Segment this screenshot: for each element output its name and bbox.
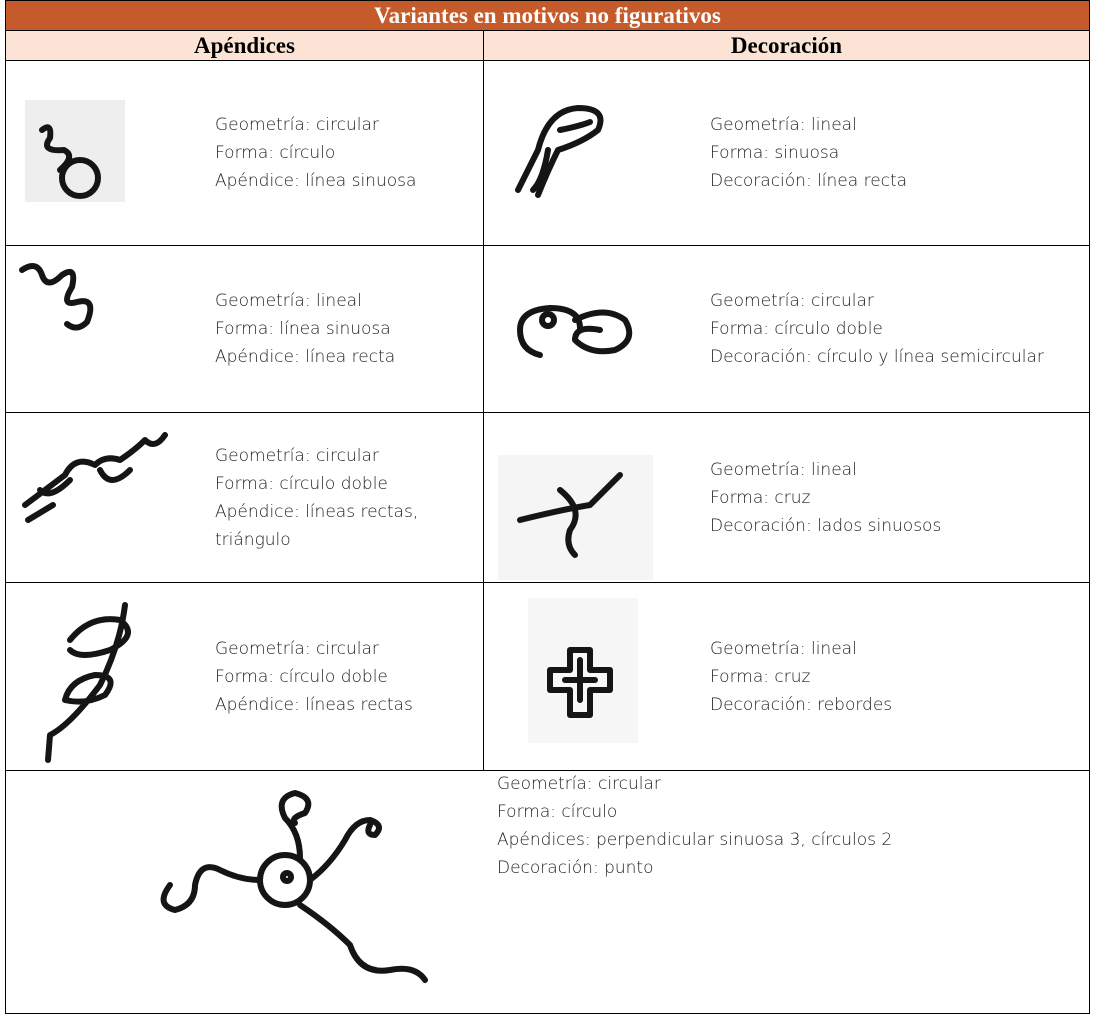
cell-text-block: Geometría: circular Forma: círculo doble D…: [710, 245, 1055, 413]
image-bg: [25, 100, 125, 202]
cell-text: Geometría: circular: [215, 638, 379, 659]
cell-text: Forma: círculo doble: [710, 319, 883, 339]
cell-text-block: Geometría: lineal Forma: cruz Decoración: …: [710, 412, 1055, 583]
cell-text: Decoración: rebordes: [710, 694, 893, 715]
motif: [160, 790, 428, 983]
cell-text: Geometría: circular: [497, 774, 661, 794]
cell-text: Apéndice: línea recta: [215, 347, 396, 367]
cell-text: Forma: línea sinuosa: [215, 319, 391, 339]
cell-text: Decoración: círculo y línea semicircular: [710, 347, 1044, 367]
cell-text-block: Geometría: circular Forma: círculo doble A…: [215, 582, 477, 771]
cell-text: Apéndice: líneas rectas, triángulo: [215, 501, 419, 550]
cell-text-block: Geometría: circular Forma: círculo Apéndic…: [497, 770, 1057, 882]
motif: [45, 602, 131, 763]
cell-text-block: Geometría: circular Forma: círculo doble A…: [215, 412, 477, 583]
motif: [517, 472, 623, 558]
motif: [280, 870, 294, 884]
table-title: Variantes en motivos no figurativos: [5, 0, 1090, 31]
cell-text: Geometría: lineal: [710, 459, 857, 480]
motif: [59, 157, 101, 199]
cell-text-block: Geometría: circular Forma: círculo Apéndic…: [215, 60, 477, 246]
cell-text: Geometría: lineal: [710, 638, 857, 659]
cell-text: Forma: círculo doble: [215, 473, 388, 494]
cell-text: Decoración: línea recta: [710, 171, 908, 191]
cell-text: Forma: círculo: [215, 143, 336, 163]
cell-text: Apéndices: perpendicular sinuosa 3, círc…: [497, 830, 893, 850]
cell-text: Forma: sinuosa: [710, 143, 840, 163]
cell-text: Forma: cruz: [710, 666, 811, 687]
cell-text-block: Geometría: lineal Forma: cruz Decoración: …: [710, 582, 1055, 771]
cell-text: Geometría: circular: [215, 115, 379, 135]
cell-text: Apéndice: líneas rectas: [215, 694, 413, 715]
cell-text: Geometría: circular: [215, 445, 379, 466]
cell-text: Apéndice: línea sinuosa: [215, 171, 417, 191]
motif: [39, 124, 73, 173]
cell-text: Geometría: lineal: [215, 291, 362, 311]
column-header: Decoración: [483, 30, 1090, 61]
motif: [19, 263, 94, 331]
cell-text-block: Geometría: lineal Forma: línea sinuosa Apé…: [215, 245, 477, 413]
motif: [547, 647, 613, 718]
cell-text: Forma: cruz: [710, 487, 811, 508]
motif: [22, 432, 168, 523]
cell-text: Forma: círculo doble: [215, 666, 388, 687]
cell-text-block: Geometría: lineal Forma: sinuosa Decoració…: [710, 60, 1055, 246]
cell-text: Forma: círculo: [497, 802, 618, 822]
cell-text: Geometría: lineal: [710, 115, 857, 135]
cell-text: Geometría: circular: [710, 291, 874, 311]
motif: [517, 305, 633, 358]
cell-text: Decoración: punto: [497, 858, 654, 878]
cell-text: Decoración: lados sinuosos: [710, 515, 942, 536]
motif: [539, 311, 557, 329]
motif: [515, 105, 604, 198]
